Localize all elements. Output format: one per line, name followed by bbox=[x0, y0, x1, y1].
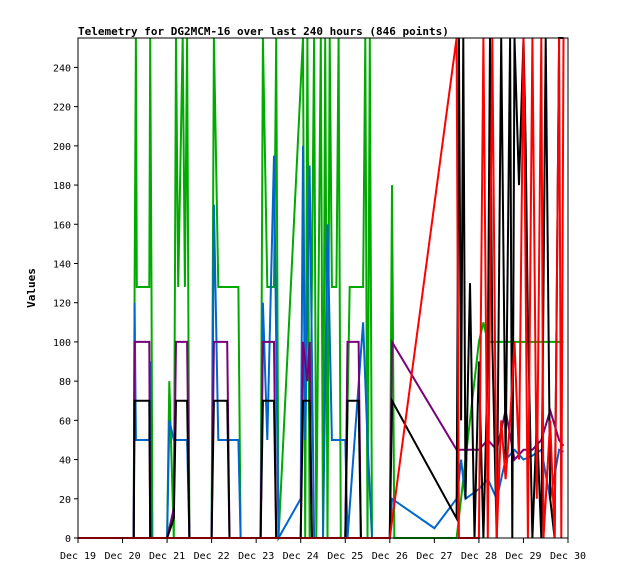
y-axis-label: Values bbox=[25, 268, 38, 308]
x-tick-label: Dec 29 bbox=[505, 551, 541, 562]
y-tick-label: 220 bbox=[53, 103, 71, 114]
x-tick-label: Dec 19 bbox=[60, 551, 96, 562]
plot-frame bbox=[77, 37, 569, 539]
x-tick-label: Dec 20 bbox=[104, 551, 140, 562]
y-tick-label: 20 bbox=[59, 495, 71, 506]
series-line-purple bbox=[132, 338, 565, 539]
x-tick-label: Dec 26 bbox=[372, 551, 408, 562]
x-tick-label: Dec 27 bbox=[416, 551, 452, 562]
y-tick-label: 240 bbox=[53, 63, 71, 74]
x-tick-label: Dec 25 bbox=[327, 551, 363, 562]
x-tick-label: Dec 22 bbox=[194, 551, 230, 562]
x-tick-label: Dec 28 bbox=[461, 551, 497, 562]
axes-layer: 0 20 40 60 80 100 120 140 160 180 200 220 240 Dec 19 D… bbox=[53, 37, 586, 562]
x-tick-label: Dec 30 bbox=[550, 551, 586, 562]
y-tick-label: 80 bbox=[59, 377, 71, 388]
y-tick-label: 160 bbox=[53, 220, 71, 231]
series-line-red bbox=[78, 37, 565, 539]
y-tick-label: 60 bbox=[59, 416, 71, 427]
y-tick-label: 40 bbox=[59, 456, 71, 467]
y-tick-label: 200 bbox=[53, 142, 71, 153]
x-tick-label: Dec 24 bbox=[283, 551, 319, 562]
chart-title: Telemetry for DG2MCM-16 over last 240 ho… bbox=[78, 25, 449, 38]
x-tick-label: Dec 21 bbox=[149, 551, 185, 562]
y-tick-label: 100 bbox=[53, 338, 71, 349]
y-tick-label: 140 bbox=[53, 259, 71, 270]
y-tick-label: 180 bbox=[53, 181, 71, 192]
x-tick-label: Dec 23 bbox=[238, 551, 274, 562]
y-tick-label: 0 bbox=[65, 534, 71, 545]
y-tick-label: 120 bbox=[53, 299, 71, 310]
